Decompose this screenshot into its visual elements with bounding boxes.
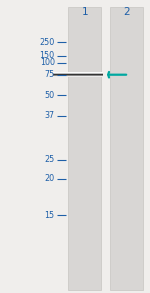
Bar bbox=[110, 7, 143, 290]
Text: 2: 2 bbox=[123, 7, 130, 17]
Text: 15: 15 bbox=[45, 211, 55, 220]
Text: 100: 100 bbox=[40, 59, 55, 67]
Bar bbox=[68, 7, 101, 290]
Text: 25: 25 bbox=[45, 155, 55, 164]
Text: 20: 20 bbox=[45, 174, 55, 183]
Text: 37: 37 bbox=[45, 111, 55, 120]
Text: 1: 1 bbox=[81, 7, 88, 17]
Text: 250: 250 bbox=[39, 38, 55, 47]
Text: 50: 50 bbox=[45, 91, 55, 100]
Text: 75: 75 bbox=[45, 70, 55, 79]
Text: 150: 150 bbox=[40, 51, 55, 60]
